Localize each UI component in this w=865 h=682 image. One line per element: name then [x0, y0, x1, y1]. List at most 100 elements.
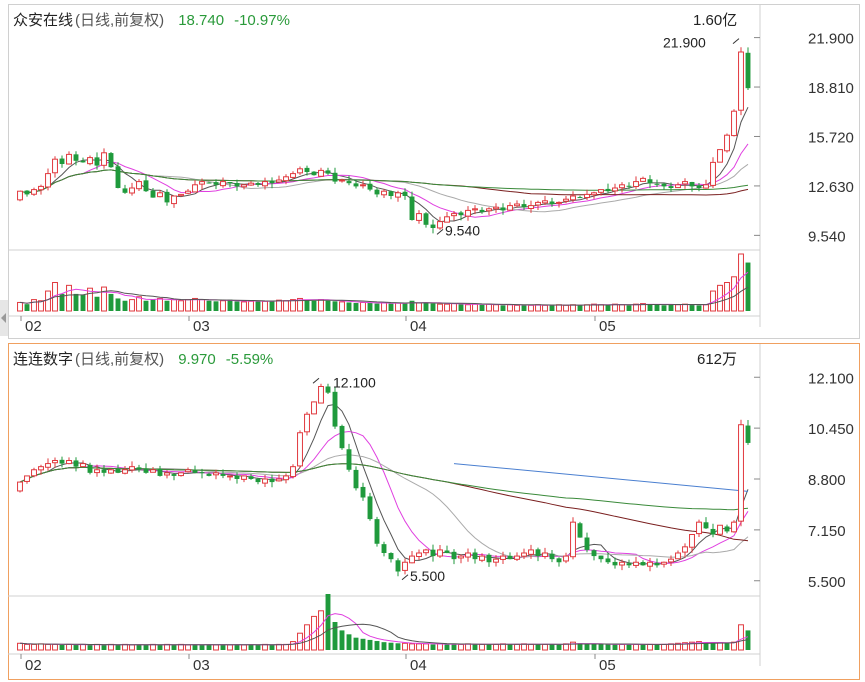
- candle: [353, 179, 359, 189]
- volume-ma10-line: [19, 286, 749, 306]
- candle-body: [52, 158, 58, 174]
- candle-body: [696, 521, 702, 535]
- volume-bar: [171, 299, 177, 312]
- volume-bar: [696, 641, 702, 651]
- candle-body: [381, 190, 387, 196]
- volume-bar: [332, 622, 338, 650]
- candle-body: [682, 181, 688, 185]
- candle-body: [122, 188, 128, 193]
- candle: [409, 191, 415, 221]
- candle-body: [276, 478, 282, 482]
- volume-bar: [570, 304, 576, 312]
- volume-bar: [556, 304, 562, 312]
- max-price-annotation: 21.900: [663, 35, 706, 51]
- candle-body: [591, 192, 597, 196]
- candle: [185, 188, 191, 195]
- candle-body: [689, 181, 695, 187]
- candle-body: [444, 216, 450, 223]
- candle: [528, 200, 534, 213]
- candle: [255, 477, 261, 485]
- volume-bar: [129, 644, 135, 651]
- panel-zhongan[interactable]: 众安在线 (日线,前复权) 18.740 -10.97% 1.60亿: [8, 4, 860, 339]
- candle: [164, 189, 170, 206]
- volume-bar: [374, 641, 380, 650]
- candle: [171, 473, 177, 481]
- candle-body: [80, 463, 86, 468]
- candle-body: [94, 157, 100, 166]
- volume-bar: [87, 644, 93, 650]
- candle: [724, 524, 730, 534]
- collapse-arrow-icon[interactable]: [0, 300, 8, 336]
- volume-bar: [339, 630, 345, 650]
- candle-body: [66, 153, 72, 165]
- candle-body: [143, 180, 149, 192]
- volume-bar: [220, 644, 226, 650]
- candle-body: [374, 189, 380, 195]
- candle: [52, 457, 58, 468]
- candle-body: [584, 193, 590, 199]
- volume-bar: [493, 304, 499, 312]
- candle-body: [353, 469, 359, 489]
- volume-bar: [17, 301, 23, 312]
- candle: [542, 547, 548, 559]
- candle: [220, 469, 226, 479]
- volume-bar: [682, 303, 688, 312]
- candle-body: [619, 184, 625, 189]
- candle-body: [164, 472, 170, 476]
- volume-bar: [717, 642, 723, 651]
- candle: [136, 179, 142, 192]
- volume-bar: [73, 293, 79, 311]
- candle-body: [206, 473, 212, 476]
- candle: [689, 181, 695, 192]
- volume-bar: [59, 644, 65, 650]
- candle: [304, 411, 310, 436]
- candle: [395, 558, 401, 577]
- candle: [101, 148, 107, 169]
- panel-lianlian[interactable]: 连连数字 (日线,前复权) 9.970 -5.59% 612万: [8, 343, 860, 680]
- volume-bar: [577, 643, 583, 650]
- candle: [157, 465, 163, 477]
- candle: [150, 187, 156, 198]
- candle-body: [290, 466, 296, 478]
- candle-body: [171, 474, 177, 476]
- candle-body: [416, 552, 422, 558]
- volume-bar: [192, 297, 198, 312]
- volume-bar: [472, 303, 478, 312]
- candle-body: [507, 555, 513, 560]
- candle: [94, 464, 100, 477]
- volume-bar: [346, 302, 352, 311]
- candle-body: [710, 528, 716, 535]
- y-tick-label: 15.720: [808, 129, 854, 146]
- volume-bar: [234, 301, 240, 311]
- candle: [570, 191, 576, 203]
- candle: [227, 181, 233, 188]
- candle-body: [395, 192, 401, 198]
- candle: [87, 155, 93, 166]
- volume-bar: [367, 303, 373, 311]
- candle: [416, 210, 422, 224]
- x-tick-label: 02: [25, 318, 42, 335]
- candle-body: [45, 173, 51, 188]
- candle: [318, 167, 324, 177]
- candle: [80, 460, 86, 468]
- candle-body: [423, 549, 429, 554]
- volume-bar: [402, 303, 408, 311]
- candle: [626, 182, 632, 190]
- last-price: 18.740: [178, 12, 225, 29]
- candle-body: [514, 203, 520, 207]
- candle-body: [745, 52, 751, 89]
- candle-body: [402, 561, 408, 571]
- candle: [500, 551, 506, 564]
- candle-body: [633, 181, 639, 188]
- candle: [402, 558, 408, 575]
- volume-bar: [346, 634, 352, 650]
- candle: [346, 443, 352, 472]
- candle: [731, 520, 737, 533]
- candle-body: [304, 413, 310, 433]
- ma120-line: [19, 169, 749, 194]
- candle-body: [500, 207, 506, 211]
- volume-bar: [332, 301, 338, 311]
- candle-body: [122, 469, 128, 474]
